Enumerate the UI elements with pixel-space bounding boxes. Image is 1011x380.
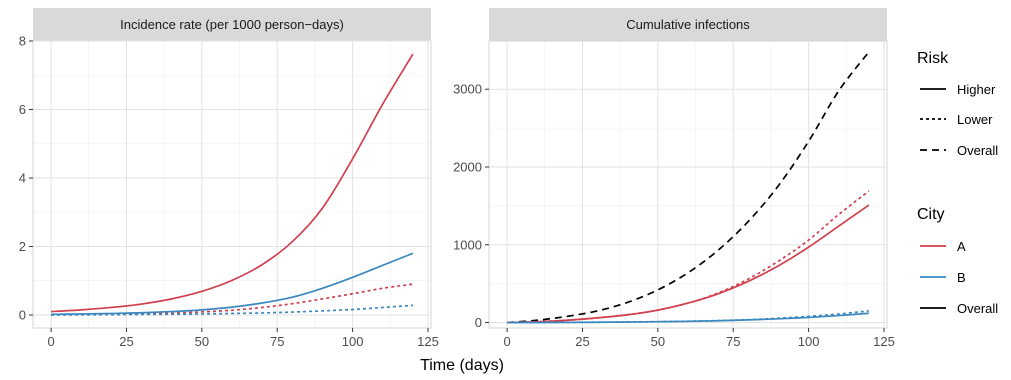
series-line-overall-overall bbox=[507, 51, 870, 324]
panel-incidence-rate: Incidence rate (per 1000 person−days) 0 2… bbox=[19, 8, 439, 349]
series-line-b-higher bbox=[51, 252, 414, 316]
x-axis: 0 25 50 75 100 125 bbox=[47, 328, 439, 349]
y-axis: 0 2 4 6 8 bbox=[19, 34, 33, 322]
y-tick-label: 0 bbox=[475, 315, 482, 330]
series-line-b-lower bbox=[51, 304, 413, 316]
legend-label-overall-risk: Overall bbox=[957, 143, 998, 158]
series-line-b-higher bbox=[507, 312, 869, 324]
y-axis: 0 1000 2000 3000 bbox=[453, 82, 489, 330]
gridlines bbox=[33, 40, 431, 328]
x-axis: 0 25 50 75 100 125 bbox=[503, 328, 895, 349]
panel-title: Cumulative infections bbox=[626, 17, 750, 32]
panel-title: Incidence rate (per 1000 person−days) bbox=[120, 17, 344, 32]
plot-background bbox=[488, 40, 888, 329]
gridlines bbox=[489, 41, 887, 328]
series-line-a-higher bbox=[507, 204, 870, 324]
legend-city: City A B Overall bbox=[917, 206, 998, 316]
x-tick-label: 0 bbox=[503, 334, 510, 349]
y-tick-label: 2 bbox=[19, 239, 26, 254]
x-tick-label: 125 bbox=[417, 334, 439, 349]
series-line-a-higher bbox=[51, 53, 414, 313]
x-axis-title: Time (days) bbox=[420, 357, 504, 374]
y-tick-label: 0 bbox=[19, 307, 26, 322]
x-tick-label: 100 bbox=[342, 334, 364, 349]
x-tick-label: 50 bbox=[651, 334, 665, 349]
legend-label-b: B bbox=[957, 270, 966, 285]
series-lines bbox=[51, 53, 414, 316]
x-tick-label: 75 bbox=[270, 334, 284, 349]
x-tick-label: 125 bbox=[873, 334, 895, 349]
strip-background bbox=[33, 8, 431, 41]
strip-background bbox=[489, 8, 887, 41]
panel-cumulative-infections: Cumulative infections 0 1000 2000 3000 0 25 5… bbox=[453, 8, 895, 349]
legend-title-risk: Risk bbox=[917, 50, 949, 67]
legend-risk: Risk Higher Lower Overall bbox=[917, 50, 998, 158]
plot-background bbox=[32, 40, 432, 329]
legend-label-lower: Lower bbox=[957, 112, 993, 127]
x-tick-label: 25 bbox=[119, 334, 133, 349]
x-tick-label: 75 bbox=[726, 334, 740, 349]
legend-title-city: City bbox=[917, 206, 945, 223]
x-tick-label: 0 bbox=[47, 334, 54, 349]
x-tick-label: 50 bbox=[195, 334, 209, 349]
legend-label-a: A bbox=[957, 239, 966, 254]
x-tick-label: 100 bbox=[798, 334, 820, 349]
y-tick-label: 8 bbox=[19, 34, 26, 49]
series-lines bbox=[507, 51, 870, 324]
y-tick-label: 4 bbox=[19, 170, 26, 185]
y-tick-label: 2000 bbox=[453, 160, 482, 175]
legend-label-overall-city: Overall bbox=[957, 301, 998, 316]
legend-label-higher: Higher bbox=[957, 82, 996, 97]
y-tick-label: 3000 bbox=[453, 82, 482, 97]
x-tick-label: 25 bbox=[575, 334, 589, 349]
y-tick-label: 6 bbox=[19, 102, 26, 117]
y-tick-label: 1000 bbox=[453, 237, 482, 252]
